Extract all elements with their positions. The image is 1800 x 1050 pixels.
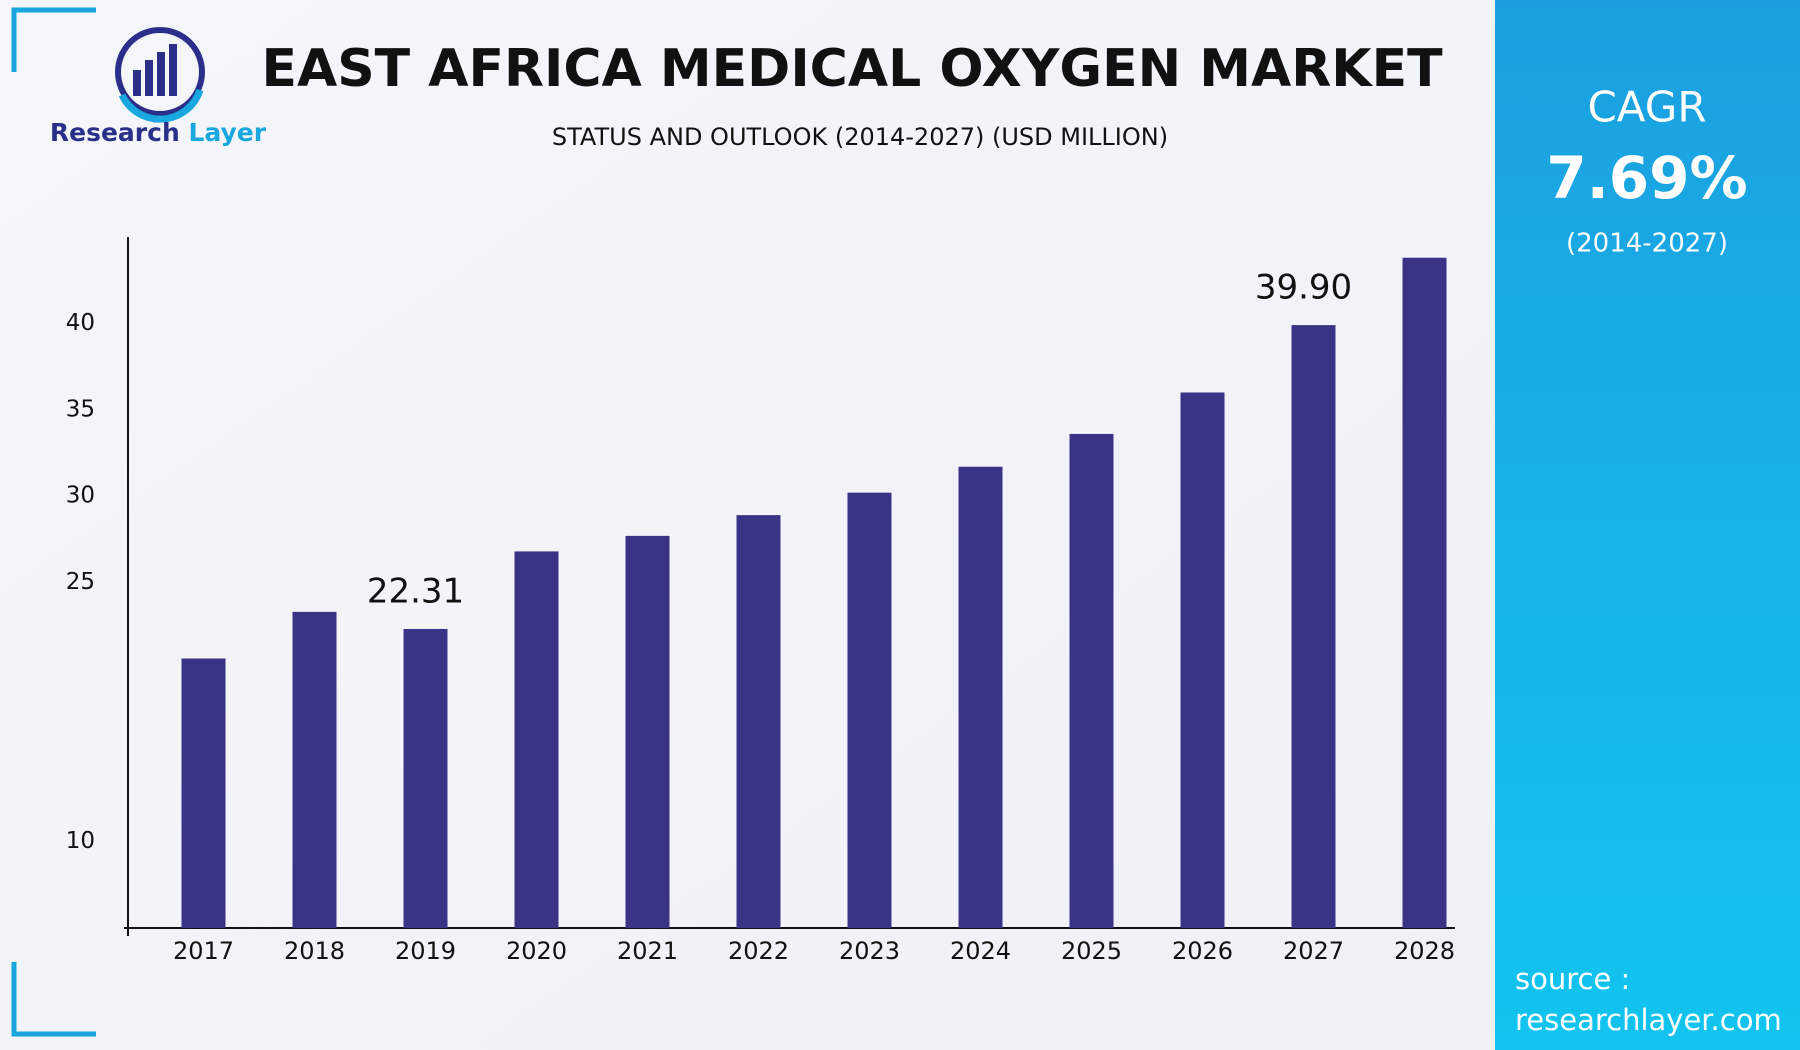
x-tick-label: 2020: [506, 937, 567, 965]
x-tick-label: 2022: [728, 937, 789, 965]
value-label: 22.31: [367, 571, 464, 611]
cagr-period: (2014-2027): [1566, 229, 1728, 259]
y-tick-label: 30: [66, 483, 95, 509]
y-tick-label: 25: [66, 569, 95, 595]
corner-bracket: [11, 962, 96, 1037]
x-tick-label: 2021: [617, 937, 678, 965]
logo-word: Layer: [188, 118, 266, 147]
logo-word: Research: [50, 118, 180, 147]
sidebar: [1495, 0, 1800, 1050]
bar: [292, 611, 337, 928]
value-label: 39.90: [1255, 268, 1352, 308]
chart-subtitle: STATUS AND OUTLOOK (2014-2027) (USD MILL…: [552, 123, 1168, 151]
bar: [514, 551, 559, 928]
bar: [1402, 257, 1447, 929]
bar: [1291, 325, 1336, 928]
x-tick-label: 2018: [284, 937, 345, 965]
corner-bracket: [11, 7, 96, 72]
x-tick-label: 2019: [395, 937, 456, 965]
x-tick-label: 2023: [839, 937, 900, 965]
x-tick-label: 2027: [1283, 937, 1344, 965]
x-tick-label: 2017: [173, 937, 234, 965]
source-url: researchlayer.com: [1515, 1003, 1782, 1037]
y-tick-label: 35: [66, 396, 95, 422]
bar: [1069, 433, 1114, 928]
bar: [181, 658, 226, 928]
bar: [625, 535, 670, 928]
source-label: source :: [1515, 962, 1630, 996]
x-tick-label: 2025: [1061, 937, 1122, 965]
y-tick-label: 40: [66, 310, 95, 336]
x-tick-label: 2028: [1394, 937, 1455, 965]
bar: [403, 628, 448, 928]
cagr-value: 7.69%: [1546, 144, 1747, 212]
chart-title: EAST AFRICA MEDICAL OXYGEN MARKET: [261, 39, 1443, 99]
bar: [847, 492, 892, 928]
bar: [1180, 392, 1225, 929]
bar: [958, 466, 1003, 928]
logo-icon: [115, 27, 205, 123]
bar: [736, 515, 781, 928]
logo-text: Research Layer: [50, 118, 267, 147]
x-tick-label: 2026: [1172, 937, 1233, 965]
y-tick-label: 10: [66, 828, 95, 854]
cagr-label: CAGR: [1587, 83, 1706, 132]
x-tick-label: 2024: [950, 937, 1011, 965]
